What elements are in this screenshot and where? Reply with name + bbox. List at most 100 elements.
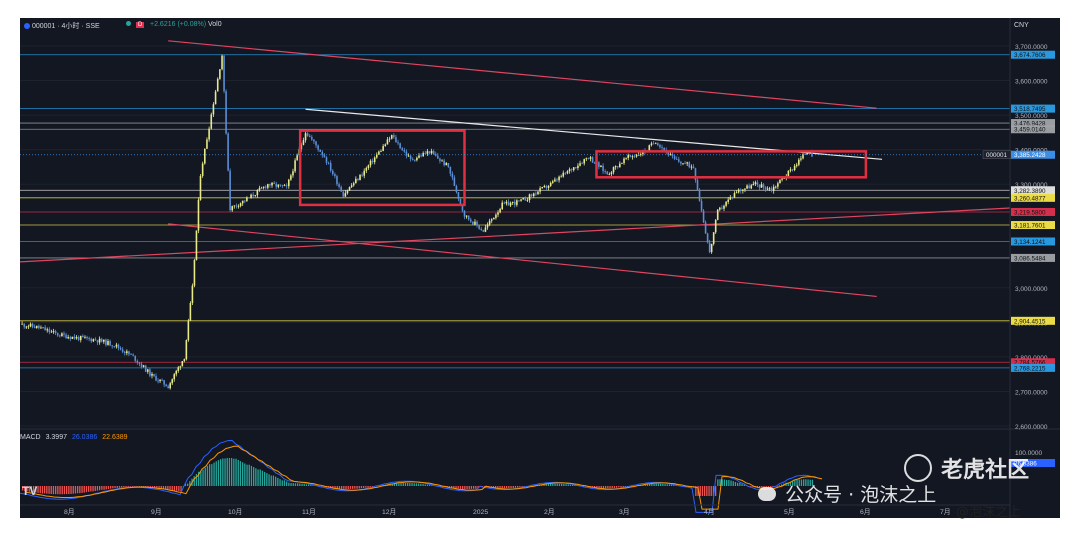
macd-histogram-bar [26,486,28,492]
candle-body [123,351,126,354]
macd-histogram-bar [77,486,79,494]
macd-histogram-bar [415,483,418,486]
macd-histogram-bar [279,479,281,486]
candle-body [79,335,82,341]
macd-histogram-bar [794,480,796,486]
macd-histogram-bar [365,486,367,488]
macd-histogram-bar [110,486,112,489]
candle-body [113,346,116,348]
market-status-icon [126,21,131,26]
macd-histogram-bar [673,484,675,486]
macd-histogram-bar [94,486,96,492]
macd-histogram-bar [41,486,44,494]
macd-legend: MACD 3.3997 26.0386 22.6389 [20,434,128,441]
macd-histogram-bar [92,486,94,492]
candle-body [195,230,198,261]
level-price-label: 3,181.7601 [1014,223,1046,230]
macd-histogram-bar [789,481,792,486]
price-chart[interactable]: 3,700.00003,600.00003,500.00003,400.0000… [20,18,1060,518]
candle-body [503,202,506,204]
level-price-tag [1011,193,1055,202]
candle-body [621,163,623,164]
candle-body [103,339,105,342]
candle-body [682,163,684,165]
macd-histogram-bar [389,484,391,486]
candle-body [804,154,806,155]
candle-body [21,323,23,325]
candle-body [591,157,594,163]
macd-histogram-bar [651,483,653,486]
macd-histogram-bar [567,484,569,486]
candle-body [287,179,290,187]
macd-histogram-bar [596,486,598,488]
macd-histogram-bar [266,473,268,486]
candle-body [169,383,171,389]
level-price-tag [1011,358,1055,367]
candle-body [518,200,520,202]
macd-histogram-bar [583,486,585,487]
macd-histogram-bar [184,483,187,486]
candle-body [204,148,206,164]
macd-histogram-bar [598,486,600,489]
level-price-tag [1011,207,1055,216]
level-price-tag [1011,104,1055,113]
macd-value-label: 26.0386 [1014,461,1037,468]
macd-histogram-bar [468,486,470,489]
macd-histogram-bar [470,486,473,489]
candle-body [126,351,128,354]
consolidation-box-1 [298,129,466,207]
candle-body [739,189,742,191]
candle-body [430,150,433,154]
candle-body [212,104,215,115]
currency-selector[interactable]: CNY [1014,22,1029,29]
macd-histogram-bar [594,486,596,488]
candle-body [121,349,124,352]
candle-body [140,363,143,367]
macd-histogram-bar [272,475,275,486]
tradingview-logo: TV [22,484,38,498]
candle-body [673,156,676,159]
macd-histogram-bar [354,486,356,489]
candle-body [262,186,265,188]
candle-body [497,212,499,215]
macd-histogram-bar [114,486,116,488]
macd-histogram-bar [180,486,182,492]
candle-body [382,146,384,151]
macd-histogram-bar [712,486,715,496]
candle-body [598,162,600,167]
macd-histogram-bar [699,486,701,496]
candle-body [407,155,410,157]
macd-histogram-bar [552,483,554,486]
macd-histogram-bar [572,484,574,486]
macd-histogram-bar [28,486,30,492]
macd-histogram-bar [299,483,301,486]
candle-body [283,185,286,187]
macd-histogram-bar [305,484,308,486]
macd-histogram-bar [495,486,497,488]
macd-histogram-bar [66,486,68,495]
candle-body [744,188,746,190]
candle-body [488,220,491,225]
candle-body [277,184,280,187]
candle-body [359,174,361,180]
candle-body [35,325,38,328]
candle-body [727,199,729,202]
candle-body [117,344,120,349]
candle-body [258,188,261,191]
candle-body [361,174,363,176]
candle-body [248,197,250,199]
level-price-label: 2,784.5766 [1014,360,1046,367]
macd-histogram-bar [521,486,523,487]
macd-histogram-bar [453,486,455,489]
candle-body [100,338,103,342]
candle-body [501,202,504,210]
macd-histogram-bar [402,483,404,486]
candle-body [434,154,437,156]
symbol-header[interactable]: 000001 · 4小时 · SSE [24,21,100,31]
macd-histogram-bar [422,484,424,486]
macd-histogram-bar [88,486,90,492]
macd-histogram-bar [484,486,486,487]
candle-body [317,145,319,150]
macd-histogram-bar [624,486,627,487]
candle-body [793,165,796,170]
